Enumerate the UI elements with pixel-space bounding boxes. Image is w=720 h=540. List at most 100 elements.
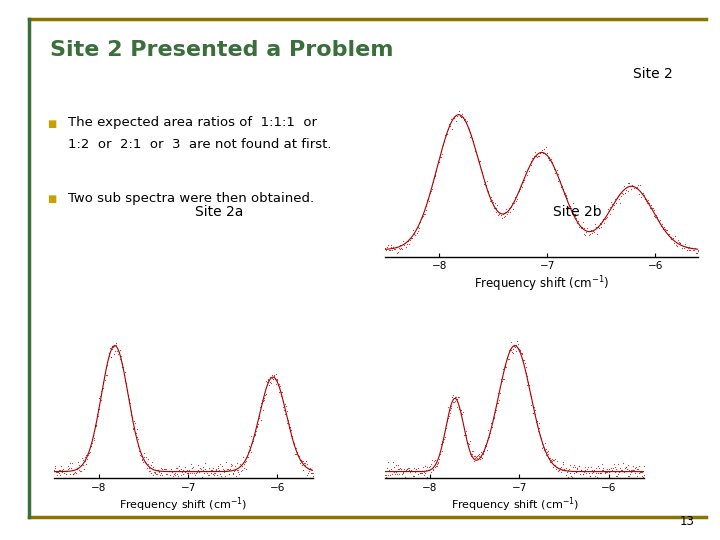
- Point: [556, 468, 567, 476]
- Point: [440, 131, 451, 140]
- Point: [629, 464, 641, 472]
- Point: [585, 463, 597, 471]
- Point: [224, 470, 235, 478]
- Point: [588, 465, 600, 474]
- Point: [474, 158, 485, 166]
- Point: [446, 402, 457, 410]
- Point: [281, 418, 292, 427]
- Point: [385, 464, 397, 473]
- Point: [161, 470, 173, 479]
- Point: [673, 238, 685, 246]
- Point: [382, 241, 394, 249]
- Point: [87, 431, 99, 440]
- Point: [235, 462, 246, 471]
- Point: [433, 455, 445, 463]
- Point: [523, 381, 535, 389]
- Point: [200, 467, 212, 475]
- Point: [441, 130, 453, 139]
- Point: [109, 342, 120, 350]
- Point: [683, 242, 694, 251]
- Point: [192, 466, 204, 475]
- Point: [602, 205, 613, 214]
- Point: [672, 236, 683, 245]
- Point: [564, 469, 575, 477]
- Point: [105, 352, 117, 361]
- Point: [436, 436, 448, 445]
- Point: [569, 463, 580, 472]
- Point: [118, 369, 130, 378]
- Point: [412, 464, 423, 472]
- Point: [590, 469, 602, 478]
- Point: [386, 242, 397, 251]
- Point: [600, 468, 612, 476]
- Point: [677, 244, 688, 253]
- Point: [526, 398, 538, 407]
- Point: [144, 464, 156, 472]
- Point: [227, 468, 238, 477]
- Point: [163, 474, 174, 482]
- Point: [604, 467, 616, 476]
- Point: [291, 448, 302, 456]
- Point: [516, 350, 527, 359]
- Point: [629, 465, 640, 474]
- Point: [616, 466, 628, 475]
- Point: [400, 466, 412, 475]
- Point: [436, 447, 447, 455]
- Point: [561, 470, 572, 479]
- Point: [184, 466, 195, 475]
- Point: [405, 465, 417, 474]
- Point: [399, 239, 410, 248]
- Point: [622, 461, 634, 470]
- Point: [471, 454, 482, 463]
- Point: [426, 456, 438, 464]
- Point: [576, 466, 588, 475]
- Point: [562, 473, 574, 482]
- Point: [615, 464, 626, 472]
- Point: [71, 464, 83, 473]
- Point: [573, 462, 585, 470]
- Point: [654, 215, 665, 224]
- Point: [520, 369, 531, 377]
- Point: [624, 179, 635, 188]
- Point: [244, 446, 256, 455]
- Point: [248, 431, 260, 440]
- Point: [534, 430, 546, 439]
- Point: [449, 396, 461, 405]
- Point: [552, 467, 564, 475]
- Point: [204, 469, 216, 478]
- Point: [413, 469, 424, 478]
- Point: [653, 217, 665, 226]
- Point: [233, 470, 245, 478]
- Point: [72, 457, 84, 466]
- Point: [474, 454, 486, 463]
- Point: [442, 414, 454, 423]
- Point: [108, 349, 120, 358]
- Point: [284, 424, 295, 433]
- Point: [179, 468, 190, 476]
- Point: [449, 393, 461, 401]
- Point: [608, 200, 620, 209]
- Point: [401, 465, 413, 474]
- Point: [513, 345, 525, 353]
- Point: [489, 413, 500, 422]
- Point: [456, 410, 467, 419]
- Point: [296, 461, 307, 470]
- Point: [448, 397, 459, 406]
- Point: [138, 457, 149, 466]
- Point: [415, 469, 426, 477]
- Point: [559, 188, 570, 197]
- Point: [472, 451, 484, 460]
- Point: [616, 465, 627, 474]
- Point: [207, 463, 218, 472]
- Point: [686, 244, 698, 252]
- Point: [402, 463, 414, 472]
- Point: [138, 449, 150, 457]
- Point: [554, 177, 566, 185]
- Point: [274, 382, 286, 390]
- Point: [634, 189, 645, 198]
- Point: [89, 420, 101, 429]
- Point: [397, 245, 408, 253]
- Point: [64, 458, 76, 467]
- Point: [644, 204, 656, 212]
- Point: [456, 113, 467, 122]
